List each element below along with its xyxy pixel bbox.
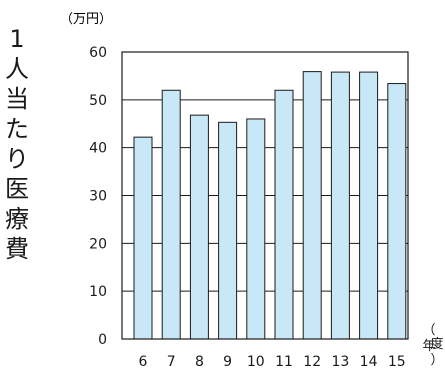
plot-frame	[121, 51, 409, 340]
y-axis-title-char: 1	[9, 25, 24, 53]
y-tick-label: 40	[89, 141, 107, 157]
y-axis-title-char: 医	[5, 175, 29, 203]
y-axis-title-char: た	[5, 115, 29, 143]
x-tick-label: 6	[139, 354, 148, 370]
x-axis-title-char: 年	[422, 339, 435, 354]
y-axis-title-char: 療	[5, 205, 29, 233]
y-axis-unit-label: （万円）	[60, 12, 112, 27]
plot-border	[121, 51, 409, 340]
y-tick-label: 60	[89, 45, 107, 61]
x-axis-title-char: ）	[430, 353, 443, 368]
x-tick-label: 11	[275, 354, 293, 370]
y-axis-title-char: り	[5, 145, 29, 173]
bar-8	[189, 114, 209, 340]
bar-13	[330, 71, 350, 340]
x-tick-label: 9	[223, 354, 232, 370]
x-tick-label: 8	[195, 354, 204, 370]
bar-6	[133, 136, 153, 340]
x-axis-ticks: 6 7 8 9 10 11 12 13 14 15	[139, 354, 406, 370]
x-tick-label: 7	[167, 354, 176, 370]
bars	[133, 71, 407, 340]
y-tick-label: 30	[89, 189, 107, 205]
x-axis-title-char: （	[422, 323, 435, 338]
bar-14	[359, 71, 379, 340]
x-tick-label: 10	[247, 354, 265, 370]
x-tick-label: 12	[303, 354, 321, 370]
x-axis-title-char: 度	[430, 336, 443, 352]
x-tick-label: 15	[388, 354, 406, 370]
y-tick-label: 50	[89, 93, 107, 109]
bar-15	[387, 83, 407, 340]
y-tick-label: 0	[98, 332, 107, 348]
x-tick-label: 13	[331, 354, 349, 370]
bar-9	[218, 121, 238, 340]
y-axis-title-char: 当	[5, 85, 29, 113]
y-axis-ticks: 0 10 20 30 40 50 60	[89, 45, 107, 348]
y-axis-title-char: 費	[5, 235, 29, 263]
x-tick-label: 14	[360, 354, 378, 370]
bar-12	[302, 71, 322, 340]
bar-11	[274, 89, 294, 340]
bar-7	[161, 89, 181, 340]
y-tick-label: 20	[89, 236, 107, 252]
y-tick-label: 10	[89, 284, 107, 300]
x-axis-title: （年度）	[422, 323, 443, 368]
y-axis-title-char: 人	[5, 55, 29, 83]
bar-10	[246, 118, 266, 340]
